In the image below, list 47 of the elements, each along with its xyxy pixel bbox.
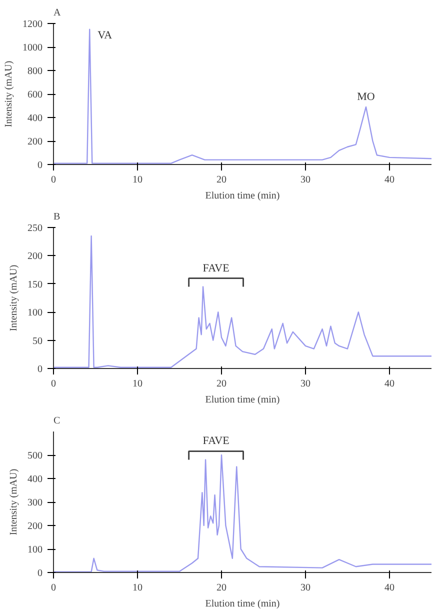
y-tick-label: 800 (28, 66, 42, 77)
y-tick-label: 1200 (22, 19, 42, 30)
x-tick-label: 0 (51, 174, 56, 186)
y-tick-label: 250 (28, 223, 42, 234)
y-tick-label: 300 (28, 498, 42, 508)
y-tick-label: 100 (28, 544, 42, 556)
x-tick-label: 40 (384, 174, 394, 186)
x-tick-label: 30 (300, 174, 310, 186)
annotation: MO (357, 90, 375, 103)
y-tick-label: 100 (28, 308, 42, 319)
x-tick-label: 0 (51, 582, 56, 594)
y-axis-title: Intensity (mAU) (8, 468, 20, 536)
x-tick-label: 40 (384, 582, 394, 594)
chart-title: C (54, 416, 60, 426)
x-tick-label: 30 (300, 582, 310, 594)
x-tick-label: 10 (132, 174, 142, 186)
x-tick-label: 0 (51, 378, 56, 390)
x-tick-label: 40 (384, 378, 394, 390)
x-tick-label: 10 (132, 582, 142, 594)
annotation: VA (98, 29, 112, 42)
y-tick-label: 500 (28, 450, 42, 462)
y-tick-label: 200 (28, 521, 42, 532)
y-axis-title: Intensity (mAU) (4, 60, 14, 128)
chart-title: A (54, 8, 62, 18)
chart-title: B (54, 212, 60, 222)
y-tick-label: 400 (28, 113, 42, 124)
y-axis-title: Intensity (mAU) (8, 264, 20, 332)
x-axis-title: Elution time (min) (205, 598, 280, 610)
x-tick-label: 20 (216, 378, 226, 390)
y-tick-label: 200 (28, 136, 42, 148)
x-tick-label: 20 (216, 582, 226, 594)
y-tick-label: 200 (28, 251, 42, 262)
annotation: FAVE (202, 435, 230, 448)
x-tick-label: 10 (132, 378, 142, 390)
y-tick-label: 400 (28, 474, 42, 485)
y-tick-label: 0 (38, 568, 42, 579)
y-tick-label: 0 (38, 160, 42, 171)
x-tick-label: 30 (300, 378, 310, 390)
y-tick-label: 600 (28, 90, 42, 100)
x-tick-label: 20 (216, 174, 226, 186)
y-tick-label: 150 (28, 279, 42, 290)
y-tick-label: 1000 (22, 42, 42, 54)
annotation: FAVE (202, 262, 230, 274)
y-tick-label: 0 (38, 364, 42, 375)
x-axis-title: Elution time (min) (205, 394, 280, 406)
x-axis-title: Elution time (min) (205, 190, 280, 202)
y-tick-label: 50 (32, 336, 42, 347)
